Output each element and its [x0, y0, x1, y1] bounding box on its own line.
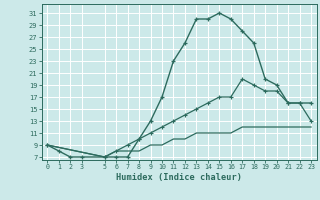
- X-axis label: Humidex (Indice chaleur): Humidex (Indice chaleur): [116, 173, 242, 182]
